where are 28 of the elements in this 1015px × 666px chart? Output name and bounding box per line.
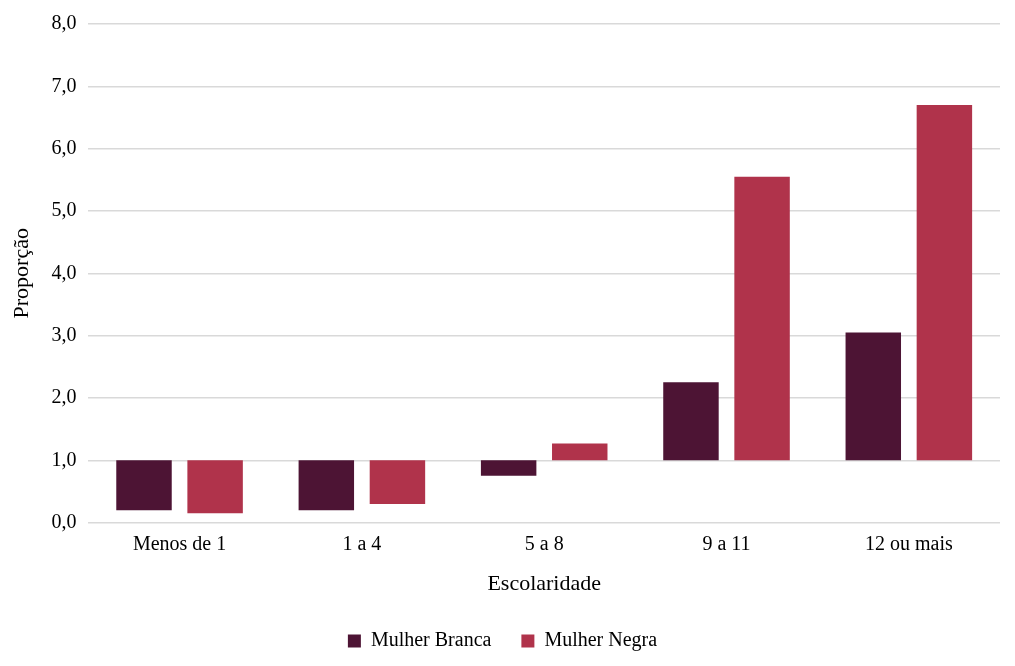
- y-tick-label: 3,0: [51, 322, 77, 345]
- legend-label: Mulher Branca: [370, 628, 492, 651]
- bar: [916, 105, 973, 461]
- bar: [116, 460, 172, 511]
- bar: [480, 460, 537, 476]
- bar: [298, 460, 355, 511]
- y-tick-label: 5,0: [51, 198, 77, 221]
- x-tick-label: 9 a 11: [702, 531, 751, 554]
- y-tick-label: 7,0: [51, 73, 77, 96]
- y-tick-label: 2,0: [51, 385, 77, 408]
- x-tick-label: 12 ou mais: [864, 531, 953, 554]
- x-tick-label: 5 a 8: [524, 531, 564, 554]
- bar: [187, 460, 243, 514]
- y-tick-label: 6,0: [51, 135, 77, 158]
- y-tick-label: 1,0: [51, 447, 77, 470]
- x-tick-label: 1 a 4: [342, 531, 382, 554]
- y-tick-label: 0,0: [51, 509, 77, 532]
- y-tick-label: 4,0: [51, 260, 77, 283]
- bar: [552, 443, 608, 461]
- x-axis-title: Escolaridade: [487, 569, 601, 595]
- legend-label: Mulher Negra: [544, 628, 658, 652]
- bar: [369, 460, 426, 504]
- y-axis-title: Proporção: [7, 228, 33, 319]
- x-tick-label: Menos de 1: [132, 531, 227, 554]
- bar: [663, 382, 719, 461]
- bar: [734, 176, 790, 461]
- bar: [845, 332, 902, 461]
- y-tick-label: 8,0: [51, 11, 77, 34]
